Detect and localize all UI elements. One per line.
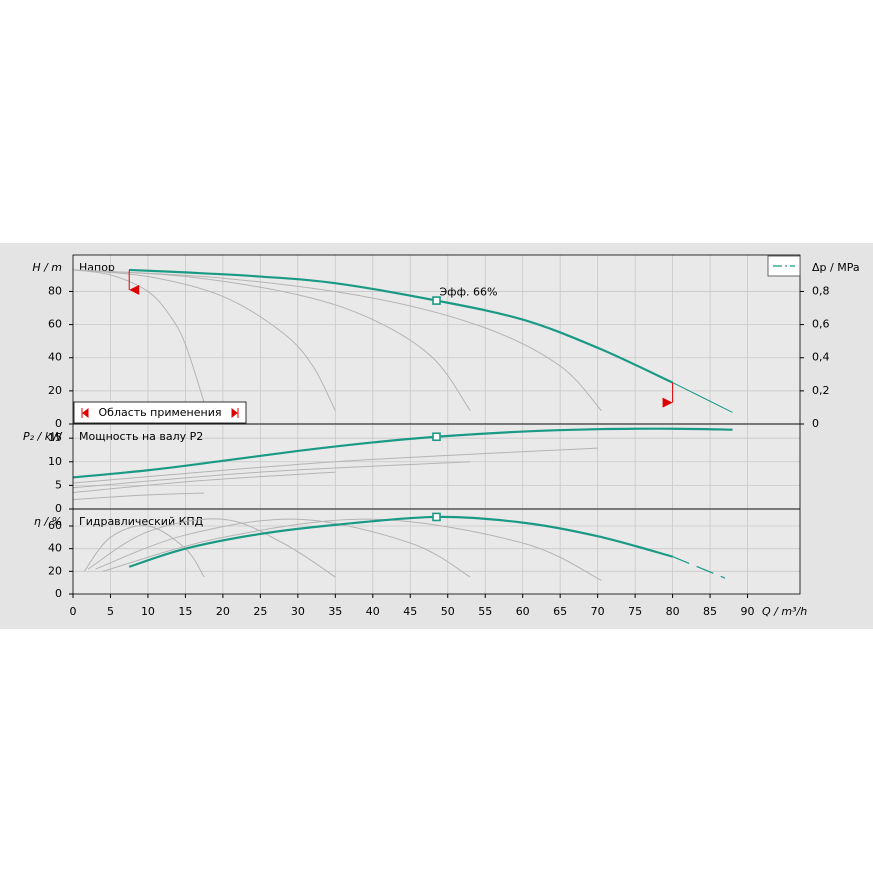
y-axis-label: H / m xyxy=(32,261,62,274)
series-line xyxy=(72,269,602,412)
x-tick-label: 70 xyxy=(591,605,605,618)
series-line xyxy=(72,447,598,484)
y-tick-label: 0 xyxy=(55,587,62,600)
x-tick-label: 0 xyxy=(70,605,77,618)
y-tick-label: 40 xyxy=(48,351,62,364)
x-tick-label: 45 xyxy=(403,605,417,618)
y2-tick-label: 0 xyxy=(812,417,819,430)
y2-tick-label: 0,8 xyxy=(812,284,830,297)
range-arrow xyxy=(129,284,140,295)
y-tick-label: 20 xyxy=(48,564,62,577)
duty-point xyxy=(432,296,441,305)
panel-frame xyxy=(72,508,801,595)
series-line xyxy=(83,525,205,578)
x-tick-label: 40 xyxy=(366,605,380,618)
y2-tick-label: 0,6 xyxy=(812,318,830,331)
series-line xyxy=(129,268,674,384)
y-tick-label: 0 xyxy=(55,502,62,515)
x-tick-label: 15 xyxy=(178,605,192,618)
legend-box xyxy=(767,255,801,277)
series-line xyxy=(72,427,733,479)
panel-title: Мощность на валу P2 xyxy=(79,430,203,443)
x-tick-label: 50 xyxy=(441,605,455,618)
y-tick-label: 15 xyxy=(48,431,62,444)
x-tick-label: 10 xyxy=(141,605,155,618)
x-tick-label: 20 xyxy=(216,605,230,618)
x-tick-label: 35 xyxy=(328,605,342,618)
x-tick-label: 30 xyxy=(291,605,305,618)
y-tick-label: 0 xyxy=(55,417,62,430)
x-tick-label: 85 xyxy=(703,605,717,618)
series-line xyxy=(72,269,336,411)
annotation: Эфф. 66% xyxy=(440,286,498,299)
series-line xyxy=(128,515,673,568)
y-tick-label: 80 xyxy=(48,284,62,297)
y-tick-label: 60 xyxy=(48,519,62,532)
range-label: Область применения xyxy=(99,406,222,419)
x-tick-label: 90 xyxy=(741,605,755,618)
y-tick-label: 60 xyxy=(48,318,62,331)
range-box xyxy=(73,401,247,424)
x-tick-label: 25 xyxy=(253,605,267,618)
series-line xyxy=(672,382,733,413)
series-line xyxy=(72,492,205,501)
y-tick-label: 20 xyxy=(48,384,62,397)
x-axis-label: Q / m³/h xyxy=(762,605,807,618)
y2-tick-label: 0,2 xyxy=(812,384,830,397)
y-tick-label: 5 xyxy=(55,478,62,491)
duty-point xyxy=(432,432,441,442)
range-box-arrow xyxy=(81,407,239,419)
x-tick-label: 55 xyxy=(478,605,492,618)
series-line xyxy=(102,518,602,581)
y2-tick-label: 0,4 xyxy=(812,351,830,364)
x-tick-label: 5 xyxy=(107,605,114,618)
y-axis-label: η / % xyxy=(34,515,62,528)
series-line xyxy=(72,461,471,489)
series-line xyxy=(672,556,726,579)
y-tick-label: 40 xyxy=(48,542,62,555)
y-axis-label: P₂ / kW xyxy=(23,430,63,443)
series-line xyxy=(72,471,336,493)
y2-axis-label: Δp / MPa xyxy=(812,261,860,274)
range-arrow xyxy=(662,397,673,408)
x-tick-label: 65 xyxy=(553,605,567,618)
plot-area xyxy=(73,255,800,594)
x-tick-label: 80 xyxy=(666,605,680,618)
x-tick-label: 60 xyxy=(516,605,530,618)
series-line xyxy=(87,518,336,578)
series-line xyxy=(95,518,471,578)
series-line xyxy=(72,269,205,403)
duty-point xyxy=(432,512,441,522)
x-tick-label: 75 xyxy=(628,605,642,618)
y-tick-label: 10 xyxy=(48,455,62,468)
